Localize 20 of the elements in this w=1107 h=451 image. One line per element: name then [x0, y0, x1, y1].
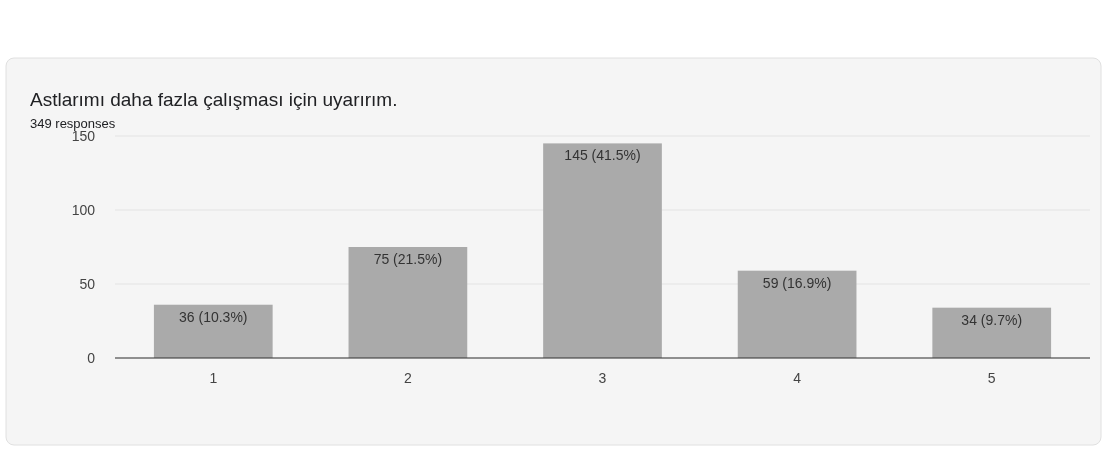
bar [932, 307, 1052, 358]
data-label: 34 (9.7%) [961, 311, 1023, 328]
x-tick-label: 4 [793, 370, 802, 386]
bar [737, 270, 857, 358]
y-tick-label: 50 [79, 276, 96, 292]
data-label: 59 (16.9%) [762, 274, 832, 291]
x-tick-label: 2 [403, 370, 412, 386]
x-tick-label: 5 [987, 370, 996, 386]
bar [348, 247, 468, 358]
chart-title: Astlarımı daha fazla çalışması için uyarırım. [30, 89, 398, 110]
y-tick-label: 100 [71, 202, 96, 218]
y-tick-label: 0 [87, 350, 96, 366]
chart-subtitle: 349 responses [30, 116, 116, 131]
data-label: 36 (10.3%) [179, 308, 248, 325]
bar [543, 143, 662, 358]
x-tick-label: 1 [209, 370, 218, 386]
data-label: 145 (41.5%) [564, 147, 641, 164]
x-tick-label: 3 [598, 370, 607, 386]
bar [153, 304, 273, 358]
data-label: 75 (21.5%) [373, 251, 443, 267]
